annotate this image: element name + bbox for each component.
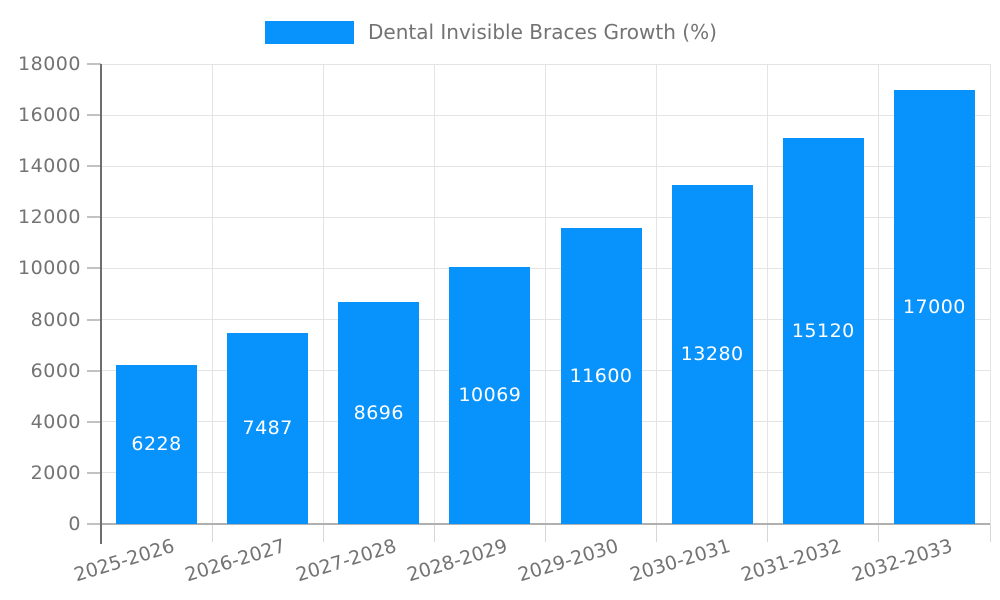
bar-value-label: 15120 <box>791 319 855 342</box>
x-axis-tick-label: 2027-2028 <box>293 535 400 587</box>
gridline-vertical <box>656 64 658 524</box>
bar: 6228 <box>116 364 198 524</box>
x-axis-tick <box>656 524 658 542</box>
x-axis-tick-label: 2026-2027 <box>182 535 289 587</box>
gridline-vertical <box>767 64 769 524</box>
x-axis-line <box>101 523 990 525</box>
x-axis-tick-label: 2028-2029 <box>404 535 511 587</box>
bar: 8696 <box>338 301 420 524</box>
legend[interactable]: Dental Invisible Braces Growth (%) <box>265 20 717 44</box>
gridline-vertical <box>989 64 991 524</box>
y-axis-tick <box>87 63 101 65</box>
gridline-vertical <box>322 64 324 524</box>
bar-value-label: 17000 <box>902 295 966 318</box>
x-axis-tick <box>322 524 324 542</box>
x-axis-tick-label: 2032-2033 <box>849 535 955 587</box>
bar: 15120 <box>782 137 864 524</box>
y-axis-tick-label: 10000 <box>18 257 81 280</box>
y-axis-tick <box>87 216 101 219</box>
legend-swatch <box>265 20 354 44</box>
y-axis-tick-label: 0 <box>68 513 81 535</box>
y-axis-tick <box>87 471 101 474</box>
y-axis-tick-label: 16000 <box>18 104 81 127</box>
y-axis-tick-label: 8000 <box>30 308 81 331</box>
bar-value-label: 10069 <box>458 384 522 407</box>
bar: 10069 <box>449 266 531 524</box>
bar-value-label: 8696 <box>353 401 404 424</box>
x-axis-tick-label: 2025-2026 <box>71 535 177 587</box>
bar: 11600 <box>560 227 642 524</box>
gridline-vertical <box>433 64 435 524</box>
x-axis-tick-label: 2031-2032 <box>738 535 844 587</box>
x-axis-tick <box>545 524 546 542</box>
y-axis-tick <box>87 420 101 423</box>
legend-label: Dental Invisible Braces Growth (%) <box>368 20 717 44</box>
x-axis-tick <box>878 524 880 542</box>
y-axis-tick <box>87 523 101 525</box>
x-axis-tick-label: 2030-2031 <box>627 535 733 587</box>
x-axis-tick <box>433 524 435 542</box>
y-axis-line <box>99 64 102 544</box>
y-axis-tick <box>87 165 101 168</box>
x-axis-tick <box>989 524 991 542</box>
y-axis-tick-label: 12000 <box>18 206 81 229</box>
y-axis-tick-label: 4000 <box>30 410 81 433</box>
y-axis-tick <box>87 267 101 270</box>
bar: 17000 <box>893 89 975 524</box>
bar: 13280 <box>671 184 753 524</box>
gridline-vertical <box>545 64 546 524</box>
bar: 7487 <box>227 332 309 524</box>
y-axis-tick <box>87 318 101 321</box>
x-axis-tick <box>211 524 213 542</box>
y-axis-tick <box>87 369 101 372</box>
bar-value-label: 7487 <box>242 417 293 440</box>
y-axis-tick-label: 6000 <box>30 359 81 382</box>
bar-value-label: 6228 <box>131 433 182 456</box>
gridline-vertical <box>878 64 880 524</box>
x-axis-tick <box>767 524 769 542</box>
y-axis-tick-label: 14000 <box>18 155 81 178</box>
y-axis-tick-label: 2000 <box>30 461 81 484</box>
y-axis-tick <box>87 114 101 117</box>
bar-value-label: 11600 <box>569 364 633 387</box>
y-axis-tick-label: 18000 <box>18 53 81 75</box>
x-axis-tick-label: 2029-2030 <box>516 535 622 587</box>
bar-value-label: 13280 <box>680 343 744 366</box>
gridline-vertical <box>211 64 213 524</box>
